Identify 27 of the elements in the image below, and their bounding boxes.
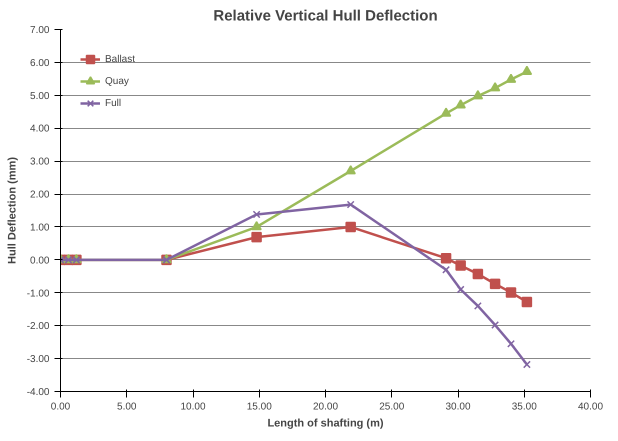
x-tick-label: 40.00 xyxy=(578,402,604,412)
x-tick-label: 30.00 xyxy=(445,402,471,412)
y-tick-label: 5.00 xyxy=(30,90,50,102)
y-tick-label: 6.00 xyxy=(30,58,50,69)
legend-label: Full xyxy=(105,98,122,108)
x-tick-label: 10.00 xyxy=(180,402,206,412)
y-tick-label: -1.00 xyxy=(26,288,50,300)
x-tick-label: 0.00 xyxy=(50,402,71,412)
y-tick-label: -3.00 xyxy=(26,354,50,366)
x-tick-label: 15.00 xyxy=(246,402,272,412)
x-tick-label: 5.00 xyxy=(117,402,137,412)
y-tick-label: -2.00 xyxy=(26,321,50,332)
y-tick-label: 1.00 xyxy=(30,222,50,234)
y-tick-label: 7.00 xyxy=(30,25,50,36)
y-tick-label: 3.00 xyxy=(30,156,50,168)
y-tick-label: 0.00 xyxy=(30,255,50,266)
y-axis-title: Hull Deflection (mm) xyxy=(6,156,19,264)
chart-title: Relative Vertical Hull Deflection xyxy=(213,8,438,24)
y-tick-label: 4.00 xyxy=(30,124,50,135)
legend-label: Quay xyxy=(105,76,129,86)
legend-label: Ballast xyxy=(105,54,136,64)
x-tick-label: 20.00 xyxy=(312,402,338,412)
x-tick-label: 35.00 xyxy=(512,402,538,412)
y-tick-label: -4.00 xyxy=(26,387,50,398)
x-axis-title: Length of shafting (m) xyxy=(267,418,384,430)
y-tick-label: 2.00 xyxy=(30,190,50,201)
x-tick-label: 25.00 xyxy=(379,402,405,412)
